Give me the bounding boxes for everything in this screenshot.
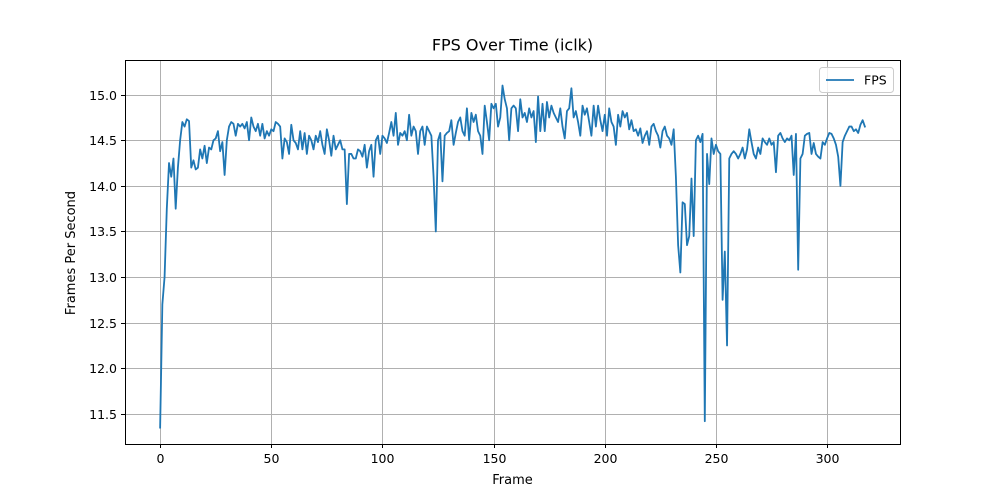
x-axis: 0 50 100 150 200 250 300 (157, 444, 840, 466)
y-tick-label: 11.5 (89, 407, 117, 422)
x-tick-label: 200 (594, 451, 618, 466)
y-tick-label: 12.0 (89, 361, 117, 376)
plot-area (159, 84, 867, 429)
x-tick-label: 250 (705, 451, 729, 466)
y-axis: 11.5 12.0 12.5 13.0 13.5 14.0 14.5 15.0 (89, 88, 125, 422)
chart-title: FPS Over Time (iclk) (432, 36, 593, 55)
y-tick-label: 14.5 (89, 133, 117, 148)
y-tick-label: 14.0 (89, 179, 117, 194)
y-tick-label: 12.5 (89, 316, 117, 331)
y-tick-label: 13.5 (89, 224, 117, 239)
y-axis-label: Frames Per Second (64, 191, 79, 315)
x-tick-label: 300 (816, 451, 840, 466)
legend-box (819, 67, 894, 93)
grid (125, 60, 900, 444)
y-tick-label: 15.0 (89, 88, 117, 103)
x-tick-label: 50 (264, 451, 280, 466)
x-tick-label: 0 (157, 451, 165, 466)
plot-frame (125, 60, 901, 445)
y-tick-label: 13.0 (89, 270, 117, 285)
series-line-fps (159, 84, 867, 429)
legend-label-fps: FPS (864, 73, 887, 88)
legend: FPS (819, 67, 894, 93)
x-axis-label: Frame (492, 473, 533, 488)
x-tick-label: 100 (371, 451, 395, 466)
x-tick-label: 150 (483, 451, 507, 466)
